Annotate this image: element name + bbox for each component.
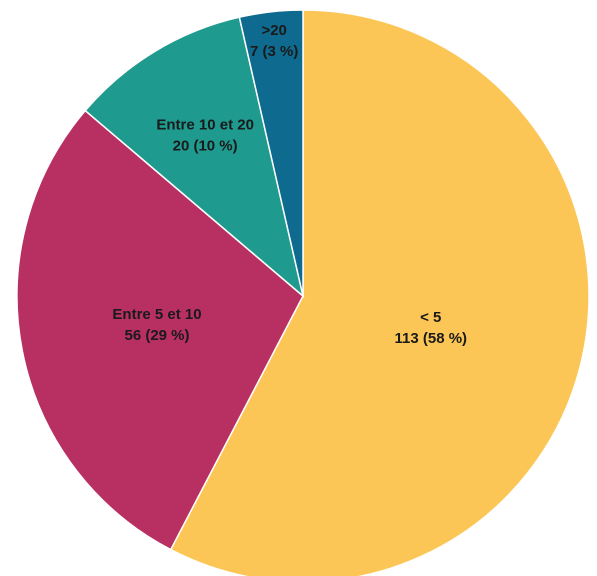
pie-slice-1 [169,9,590,576]
slice-label-2: Entre 5 et 10 [112,306,201,323]
slice-label-3: Entre 10 et 20 [156,116,254,133]
pie-slice-3 [84,16,305,299]
pie-slices [16,9,590,576]
slice-value-3: 20 (10 %) [173,137,238,154]
pie-slice-4 [238,9,304,297]
pie-labels: < 5 113 (58 %) Entre 5 et 10 56 (29 %) Entre… [112,22,467,347]
pie-slice-2 [16,109,304,551]
slice-value-1: 113 (58 %) [395,330,468,347]
slice-label-4: >20 [261,22,286,39]
slice-value-2: 56 (29 %) [124,327,189,344]
slice-value-4: 7 (3 %) [250,43,298,60]
slice-label-1: < 5 [420,309,441,326]
